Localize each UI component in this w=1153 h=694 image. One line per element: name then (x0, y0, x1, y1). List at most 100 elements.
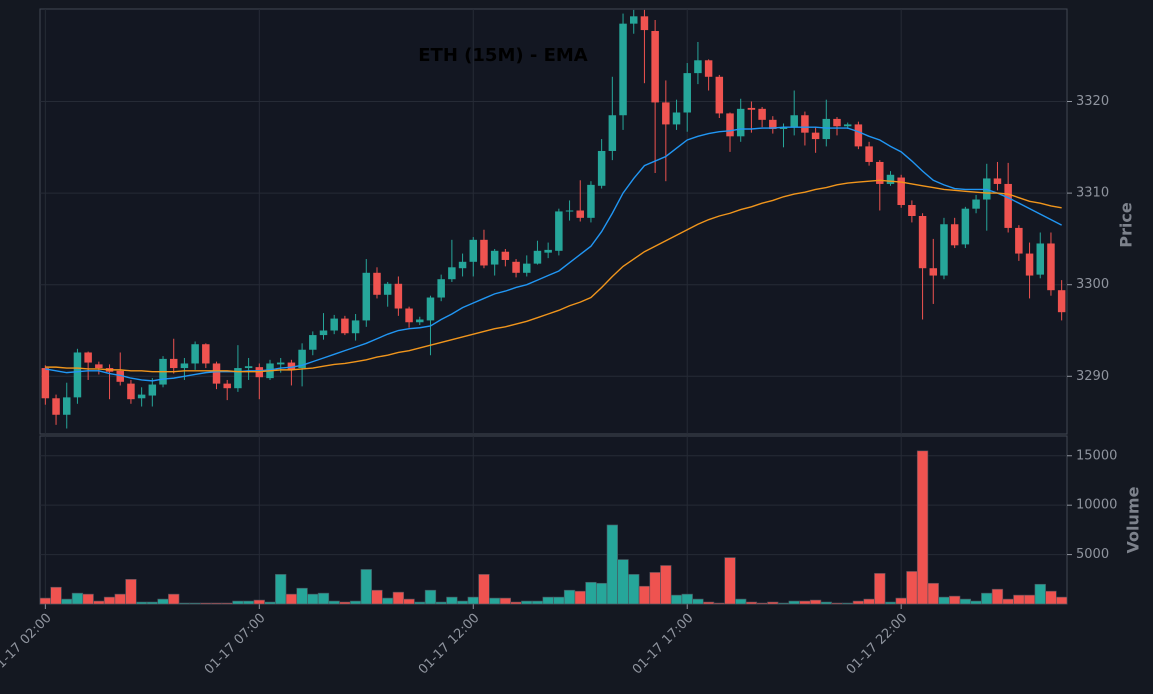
volume-bar (114, 593, 126, 605)
volume-bar (949, 595, 961, 605)
candle-body (234, 368, 242, 389)
y-tick-label: 3310 (1076, 186, 1109, 201)
volume-bar (906, 571, 918, 605)
volume-bar (970, 600, 982, 605)
volume-bar (542, 596, 554, 605)
volume-bar (670, 594, 683, 605)
volume-bar (296, 587, 308, 605)
candle-body (426, 297, 435, 321)
candle-body (41, 368, 50, 399)
volume-bar (328, 600, 340, 605)
volume-bar (809, 599, 822, 605)
candle-body (137, 394, 146, 399)
candle-body (501, 251, 510, 260)
candle-body (833, 118, 841, 127)
volume-bar (938, 596, 950, 605)
volume-bar (499, 597, 512, 605)
candle-body (576, 210, 584, 218)
candle-body (1004, 183, 1012, 228)
volume-bar (221, 602, 233, 605)
candle-body (223, 383, 231, 389)
volume-bar (392, 591, 405, 605)
volume-bar (713, 602, 725, 605)
volume-bar (82, 593, 94, 605)
candle-body (811, 132, 820, 140)
candle-body (640, 16, 649, 31)
candle-body (587, 184, 595, 218)
volume-bar (168, 593, 180, 605)
candle-body (854, 124, 863, 147)
volume-bar (884, 601, 897, 605)
volume-bar (371, 589, 383, 605)
volume-bar (916, 450, 929, 605)
volume-bar (242, 600, 255, 605)
candle-body (490, 250, 499, 265)
candle-body (1015, 227, 1023, 254)
candle-body (394, 283, 403, 309)
volume-bar (585, 581, 597, 605)
candle-body (726, 113, 734, 137)
candle-body (779, 127, 788, 129)
candle-body (1036, 243, 1044, 275)
ema-line (45, 126, 1062, 382)
volume-bar (1056, 596, 1068, 605)
candle-body (972, 199, 980, 209)
candle-body (993, 178, 1002, 184)
candle-body (52, 398, 60, 415)
volume-bar (1002, 598, 1014, 605)
candle-body (448, 267, 456, 280)
volume-bar (403, 598, 415, 605)
candle-body (351, 320, 360, 334)
volume-bar (799, 600, 811, 605)
candle-body (437, 279, 445, 298)
candle-body (790, 115, 798, 128)
candle-body (801, 115, 809, 133)
volume-bar (767, 601, 779, 605)
volume-bar (574, 590, 586, 605)
volume-bar (349, 600, 362, 605)
volume-bar (39, 597, 51, 605)
volume-bar (895, 597, 907, 605)
candle-body (597, 150, 606, 186)
candle-body (651, 30, 659, 103)
volume-panel (39, 435, 1068, 605)
volume-bar (959, 598, 972, 605)
candle-body (961, 208, 970, 245)
candle-body (469, 239, 478, 262)
y-tick-label: 5000 (1076, 547, 1109, 562)
candle-body (95, 364, 103, 369)
volume-bar (724, 557, 736, 605)
volume-bar (745, 601, 758, 605)
volume-bar (563, 589, 576, 605)
candle-body (555, 211, 563, 251)
volume-bar (210, 602, 223, 605)
candle-body (319, 330, 328, 336)
volume-bar (927, 582, 939, 605)
candle-body (63, 397, 71, 415)
candle-body (73, 352, 82, 398)
volume-bar (638, 585, 651, 605)
volume-bar (702, 601, 715, 605)
volume-bar (842, 602, 854, 605)
candle-body (565, 210, 574, 212)
volume-bar (467, 596, 479, 605)
volume-bar (874, 573, 886, 605)
volume-bar (756, 602, 768, 605)
volume-bar (125, 578, 137, 605)
volume-bar (178, 602, 191, 605)
volume-bar (735, 598, 747, 605)
volume-bar (339, 601, 351, 605)
volume-bar (553, 596, 565, 605)
volume-bar (232, 600, 244, 605)
candle-body (662, 102, 670, 125)
volume-bar (61, 598, 73, 605)
candle-body (683, 73, 691, 113)
candle-body (929, 268, 938, 276)
volume-bar (146, 601, 158, 605)
volume-bar (820, 601, 832, 605)
candle-body (116, 370, 124, 382)
volume-bar (1013, 594, 1025, 605)
candle-body (212, 363, 221, 384)
volume-bar (1045, 590, 1057, 605)
volume-bar (275, 574, 287, 605)
